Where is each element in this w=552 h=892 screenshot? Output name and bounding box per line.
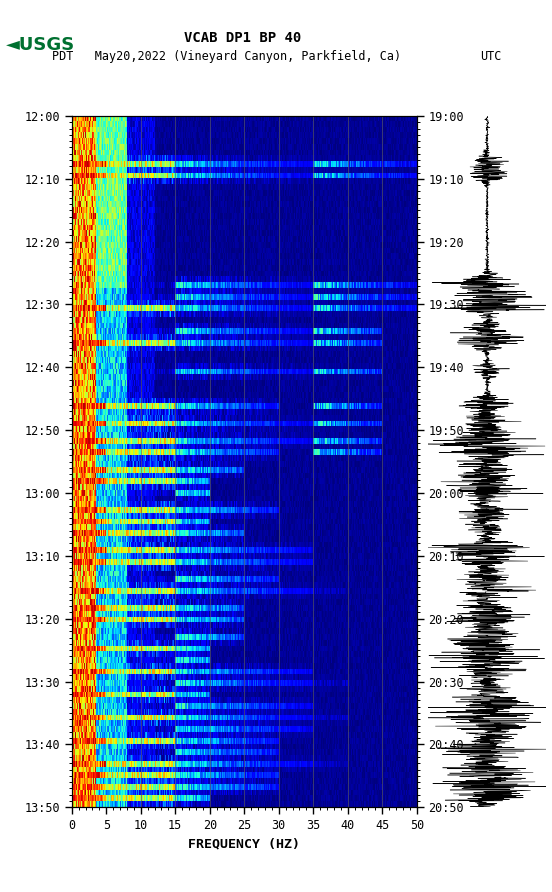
Text: VCAB DP1 BP 40: VCAB DP1 BP 40	[184, 31, 301, 45]
Text: ◄USGS: ◄USGS	[6, 36, 75, 54]
X-axis label: FREQUENCY (HZ): FREQUENCY (HZ)	[188, 838, 300, 851]
Text: UTC: UTC	[480, 50, 502, 63]
Text: PDT   May20,2022 (Vineyard Canyon, Parkfield, Ca): PDT May20,2022 (Vineyard Canyon, Parkfie…	[52, 50, 401, 63]
